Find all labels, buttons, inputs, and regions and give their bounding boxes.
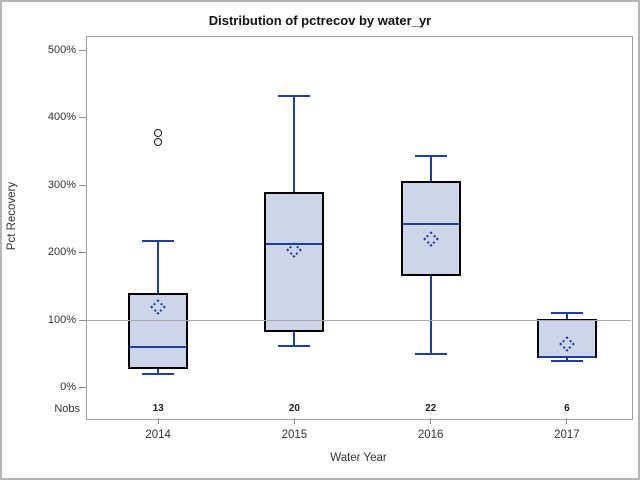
upper-whisker-cap — [414, 155, 447, 158]
x-tick — [157, 418, 159, 424]
upper-whisker-line — [293, 95, 296, 193]
lower-whisker-line — [429, 276, 432, 355]
upper-whisker-line — [565, 313, 568, 319]
lower-whisker-line — [157, 368, 160, 375]
x-tick-label: 2014 — [145, 429, 171, 441]
upper-whisker-line — [157, 241, 160, 294]
lower-whisker-line — [293, 332, 296, 347]
iqr-box-2014 — [128, 293, 189, 369]
lower-whisker-cap — [278, 345, 311, 348]
plot-area-frame — [86, 36, 633, 420]
y-tick — [79, 184, 86, 186]
y-tick — [79, 387, 86, 388]
y-axis-title: Pct Recovery — [6, 181, 18, 251]
x-tick-label: 2016 — [417, 429, 444, 441]
iqr-box-2016 — [400, 181, 461, 277]
y-tick — [79, 50, 86, 51]
nobs-row-label: Nobs — [54, 403, 80, 415]
y-tick — [79, 117, 86, 119]
y-tick — [79, 252, 86, 254]
median-line — [538, 356, 595, 359]
chart-title: Distribution of pctrecov by water_yr — [208, 13, 432, 28]
x-tick — [293, 418, 295, 424]
y-tick-label: 400% — [47, 111, 76, 124]
lower-whisker-cap — [142, 373, 175, 376]
y-tick-label: 200% — [47, 246, 76, 259]
nobs-value: 22 — [425, 403, 437, 414]
nobs-value: 6 — [564, 403, 570, 414]
y-tick-label: 300% — [47, 178, 76, 191]
y-tick — [79, 319, 86, 321]
x-axis-title: Water Year — [330, 452, 387, 464]
upper-whisker-line — [429, 156, 432, 182]
y-tick-label: 500% — [47, 44, 76, 56]
reference-line-100pct — [86, 319, 631, 321]
median-line — [266, 242, 323, 245]
nobs-value: 13 — [152, 403, 164, 414]
lower-whisker-cap — [550, 359, 583, 362]
x-tick-label: 2017 — [554, 429, 580, 441]
y-tick-label: 0% — [60, 381, 76, 393]
x-tick — [566, 418, 568, 424]
y-tick-label: 100% — [47, 313, 76, 326]
lower-whisker-cap — [414, 353, 447, 356]
iqr-box-2015 — [264, 192, 325, 333]
x-tick — [430, 418, 432, 424]
nobs-value: 20 — [288, 403, 300, 414]
outlier-point — [154, 138, 163, 147]
median-line — [130, 346, 187, 349]
upper-whisker-cap — [550, 312, 583, 315]
outlier-point — [154, 129, 163, 138]
upper-whisker-cap — [142, 240, 175, 243]
median-line — [402, 222, 459, 225]
x-tick-label: 2015 — [281, 429, 308, 441]
upper-whisker-cap — [278, 94, 311, 97]
lower-whisker-line — [565, 357, 568, 361]
